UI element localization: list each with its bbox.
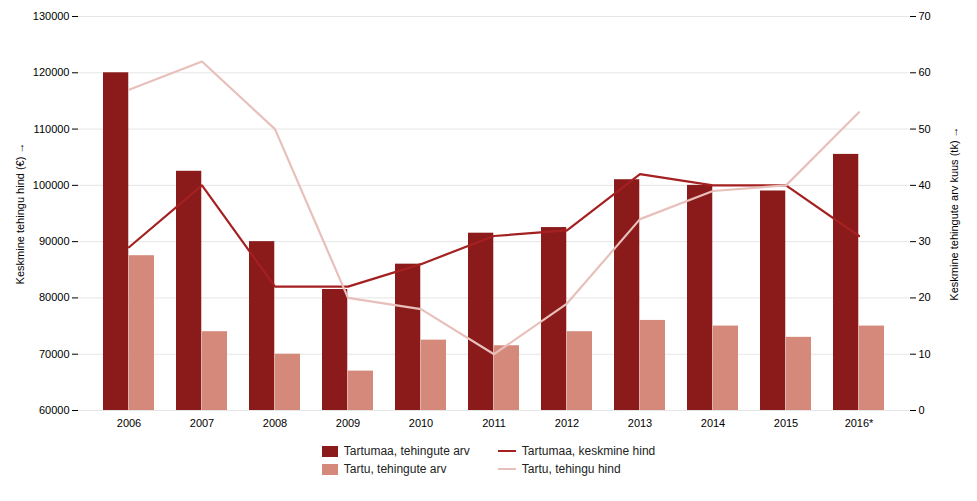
html-text:Tartu, tehingu hind: Tartu, tehingu hind <box>521 462 621 476</box>
svg-text:50: 50 <box>919 123 931 135</box>
svg-text:2007: 2007 <box>190 417 214 429</box>
svg-text:100000: 100000 <box>33 179 70 191</box>
svg-text:20: 20 <box>919 291 931 303</box>
svg-text:40: 40 <box>919 179 931 191</box>
svg-text:60: 60 <box>919 66 931 78</box>
html-text:Tartumaa, tehingute arv: Tartumaa, tehingute arv <box>343 444 470 458</box>
svg-text:30: 30 <box>919 235 931 247</box>
svg-text:2008: 2008 <box>263 417 287 429</box>
svg-text:0: 0 <box>919 404 925 416</box>
html-text:Tartu, tehingute arv: Tartu, tehingute arv <box>343 462 447 476</box>
svg-text:2010: 2010 <box>409 417 433 429</box>
svg-text:2016*: 2016* <box>845 417 874 429</box>
html-text:Tartumaa, keskmine hind: Tartumaa, keskmine hind <box>521 444 656 458</box>
svg-text:2012: 2012 <box>555 417 579 429</box>
svg-text:2009: 2009 <box>336 417 360 429</box>
svg-text:2014: 2014 <box>701 417 725 429</box>
svg-text:Keskmine tehingu hind (€) →: Keskmine tehingu hind (€) → <box>14 143 26 285</box>
svg-text:10: 10 <box>919 348 931 360</box>
svg-text:2013: 2013 <box>628 417 652 429</box>
svg-text:2015: 2015 <box>774 417 798 429</box>
svg-text:90000: 90000 <box>39 235 70 247</box>
svg-text:80000: 80000 <box>39 291 70 303</box>
svg-text:60000: 60000 <box>39 404 70 416</box>
svg-text:110000: 110000 <box>34 123 70 135</box>
svg-text:70000: 70000 <box>39 348 70 360</box>
svg-text:70: 70 <box>919 10 931 22</box>
svg-text:2011: 2011 <box>482 417 506 429</box>
svg-text:2006: 2006 <box>117 417 141 429</box>
svg-text:120000: 120000 <box>33 66 70 78</box>
svg-text:130000: 130000 <box>33 10 70 22</box>
svg-text:Keskmine tehingute arv kuus (t: Keskmine tehingute arv kuus (tk) → <box>948 126 960 300</box>
